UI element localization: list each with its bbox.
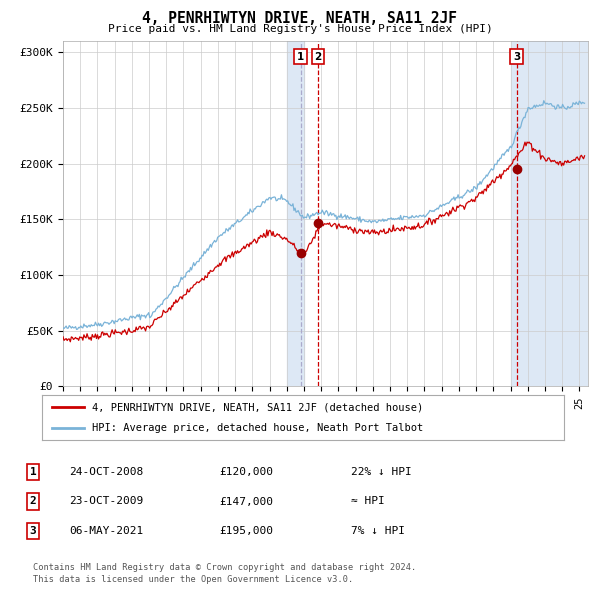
Text: £120,000: £120,000 [219, 467, 273, 477]
Text: 2: 2 [314, 52, 322, 62]
Text: 24-OCT-2008: 24-OCT-2008 [69, 467, 143, 477]
Text: This data is licensed under the Open Government Licence v3.0.: This data is licensed under the Open Gov… [33, 575, 353, 584]
Bar [511, 41, 588, 386]
Text: 4, PENRHIWTYN DRIVE, NEATH, SA11 2JF (detached house): 4, PENRHIWTYN DRIVE, NEATH, SA11 2JF (de… [92, 402, 423, 412]
Text: Contains HM Land Registry data © Crown copyright and database right 2024.: Contains HM Land Registry data © Crown c… [33, 563, 416, 572]
Text: £195,000: £195,000 [219, 526, 273, 536]
Text: £147,000: £147,000 [219, 497, 273, 506]
Text: 22% ↓ HPI: 22% ↓ HPI [351, 467, 412, 477]
Text: HPI: Average price, detached house, Neath Port Talbot: HPI: Average price, detached house, Neat… [92, 422, 423, 432]
Text: 23-OCT-2009: 23-OCT-2009 [69, 497, 143, 506]
Text: 3: 3 [29, 526, 37, 536]
Text: 4, PENRHIWTYN DRIVE, NEATH, SA11 2JF: 4, PENRHIWTYN DRIVE, NEATH, SA11 2JF [143, 11, 458, 25]
Text: 3: 3 [513, 52, 520, 62]
Text: 7% ↓ HPI: 7% ↓ HPI [351, 526, 405, 536]
Text: 1: 1 [29, 467, 37, 477]
Text: ≈ HPI: ≈ HPI [351, 497, 385, 506]
Bar [287, 41, 304, 386]
Text: Price paid vs. HM Land Registry's House Price Index (HPI): Price paid vs. HM Land Registry's House … [107, 24, 493, 34]
Text: 2: 2 [29, 497, 37, 506]
Text: 06-MAY-2021: 06-MAY-2021 [69, 526, 143, 536]
Text: 1: 1 [297, 52, 304, 62]
